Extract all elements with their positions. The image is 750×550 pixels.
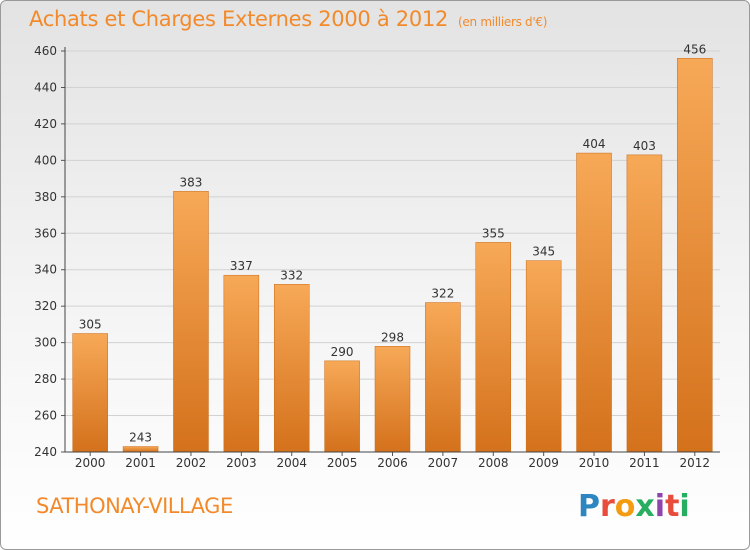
x-tick-label: 2004 [276,456,307,470]
y-tick-label: 260 [34,409,57,423]
x-tick-label: 2000 [75,456,106,470]
data-label: 243 [129,431,152,445]
y-tick-label: 280 [34,372,57,386]
x-tick-label: 2006 [377,456,408,470]
y-tick-label: 240 [34,445,57,459]
y-tick-label: 440 [34,80,57,94]
y-tick-label: 380 [34,190,57,204]
chart-title: Achats et Charges Externes 2000 à 2012 (e… [29,7,547,31]
data-label: 345 [532,245,555,259]
bar-2010[interactable] [576,152,612,453]
logo-letter: i [679,489,690,524]
logo-letter: i [654,489,666,524]
commune-name: SATHONAY-VILLAGE [36,494,233,518]
y-tick-label: 320 [34,299,57,313]
x-tick-label: 2002 [176,456,207,470]
data-label: 355 [482,226,505,240]
data-label: 404 [583,137,606,151]
bar-2004[interactable] [273,284,310,453]
bar-2006[interactable] [374,346,411,453]
y-tick-label: 340 [34,263,57,277]
x-tick-label: 2010 [579,456,610,470]
x-tick-label: 2007 [428,456,459,470]
bar-2001[interactable] [122,446,159,453]
bar-2007[interactable] [425,302,461,453]
bar-2003[interactable] [223,274,260,453]
data-label: 290 [331,345,354,359]
chart-unit: (en milliers d'€) [458,15,548,29]
data-label: 322 [431,287,454,301]
y-tick-label: 360 [34,226,57,240]
x-tick-label: 2005 [327,456,358,470]
proxiti-logo[interactable]: Proxiti [578,489,690,524]
x-tick-label: 2003 [226,456,257,470]
logo-letter: x [635,489,655,524]
x-tick-label: 2008 [478,456,509,470]
logo-letter: P [578,489,600,524]
x-tick-label: 2001 [125,456,156,470]
bar-2012[interactable] [677,58,713,453]
logo-letter: r [600,489,615,524]
data-label: 332 [280,268,303,282]
logo-letter: o [614,489,636,524]
bar-2002[interactable] [173,191,209,453]
y-tick-label: 400 [34,153,57,167]
data-label: 383 [180,175,203,189]
data-label: 403 [633,139,656,153]
bar-2011[interactable] [626,154,663,453]
data-label: 456 [683,42,706,56]
bar-2008[interactable] [475,242,512,453]
x-tick-label: 2011 [629,456,660,470]
x-tick-label: 2009 [528,456,559,470]
data-label: 305 [79,318,102,332]
chart-title-text: Achats et Charges Externes 2000 à 2012 [29,7,449,31]
bar-2005[interactable] [324,360,360,453]
y-tick-label: 460 [34,44,57,58]
x-tick-label: 2012 [680,456,711,470]
y-tick-label: 420 [34,117,57,131]
logo-letter: t [665,489,680,524]
data-label: 298 [381,330,404,344]
bar-2009[interactable] [525,260,562,453]
y-tick-label: 300 [34,336,57,350]
data-label: 337 [230,259,253,273]
bar-2000[interactable] [72,333,108,453]
